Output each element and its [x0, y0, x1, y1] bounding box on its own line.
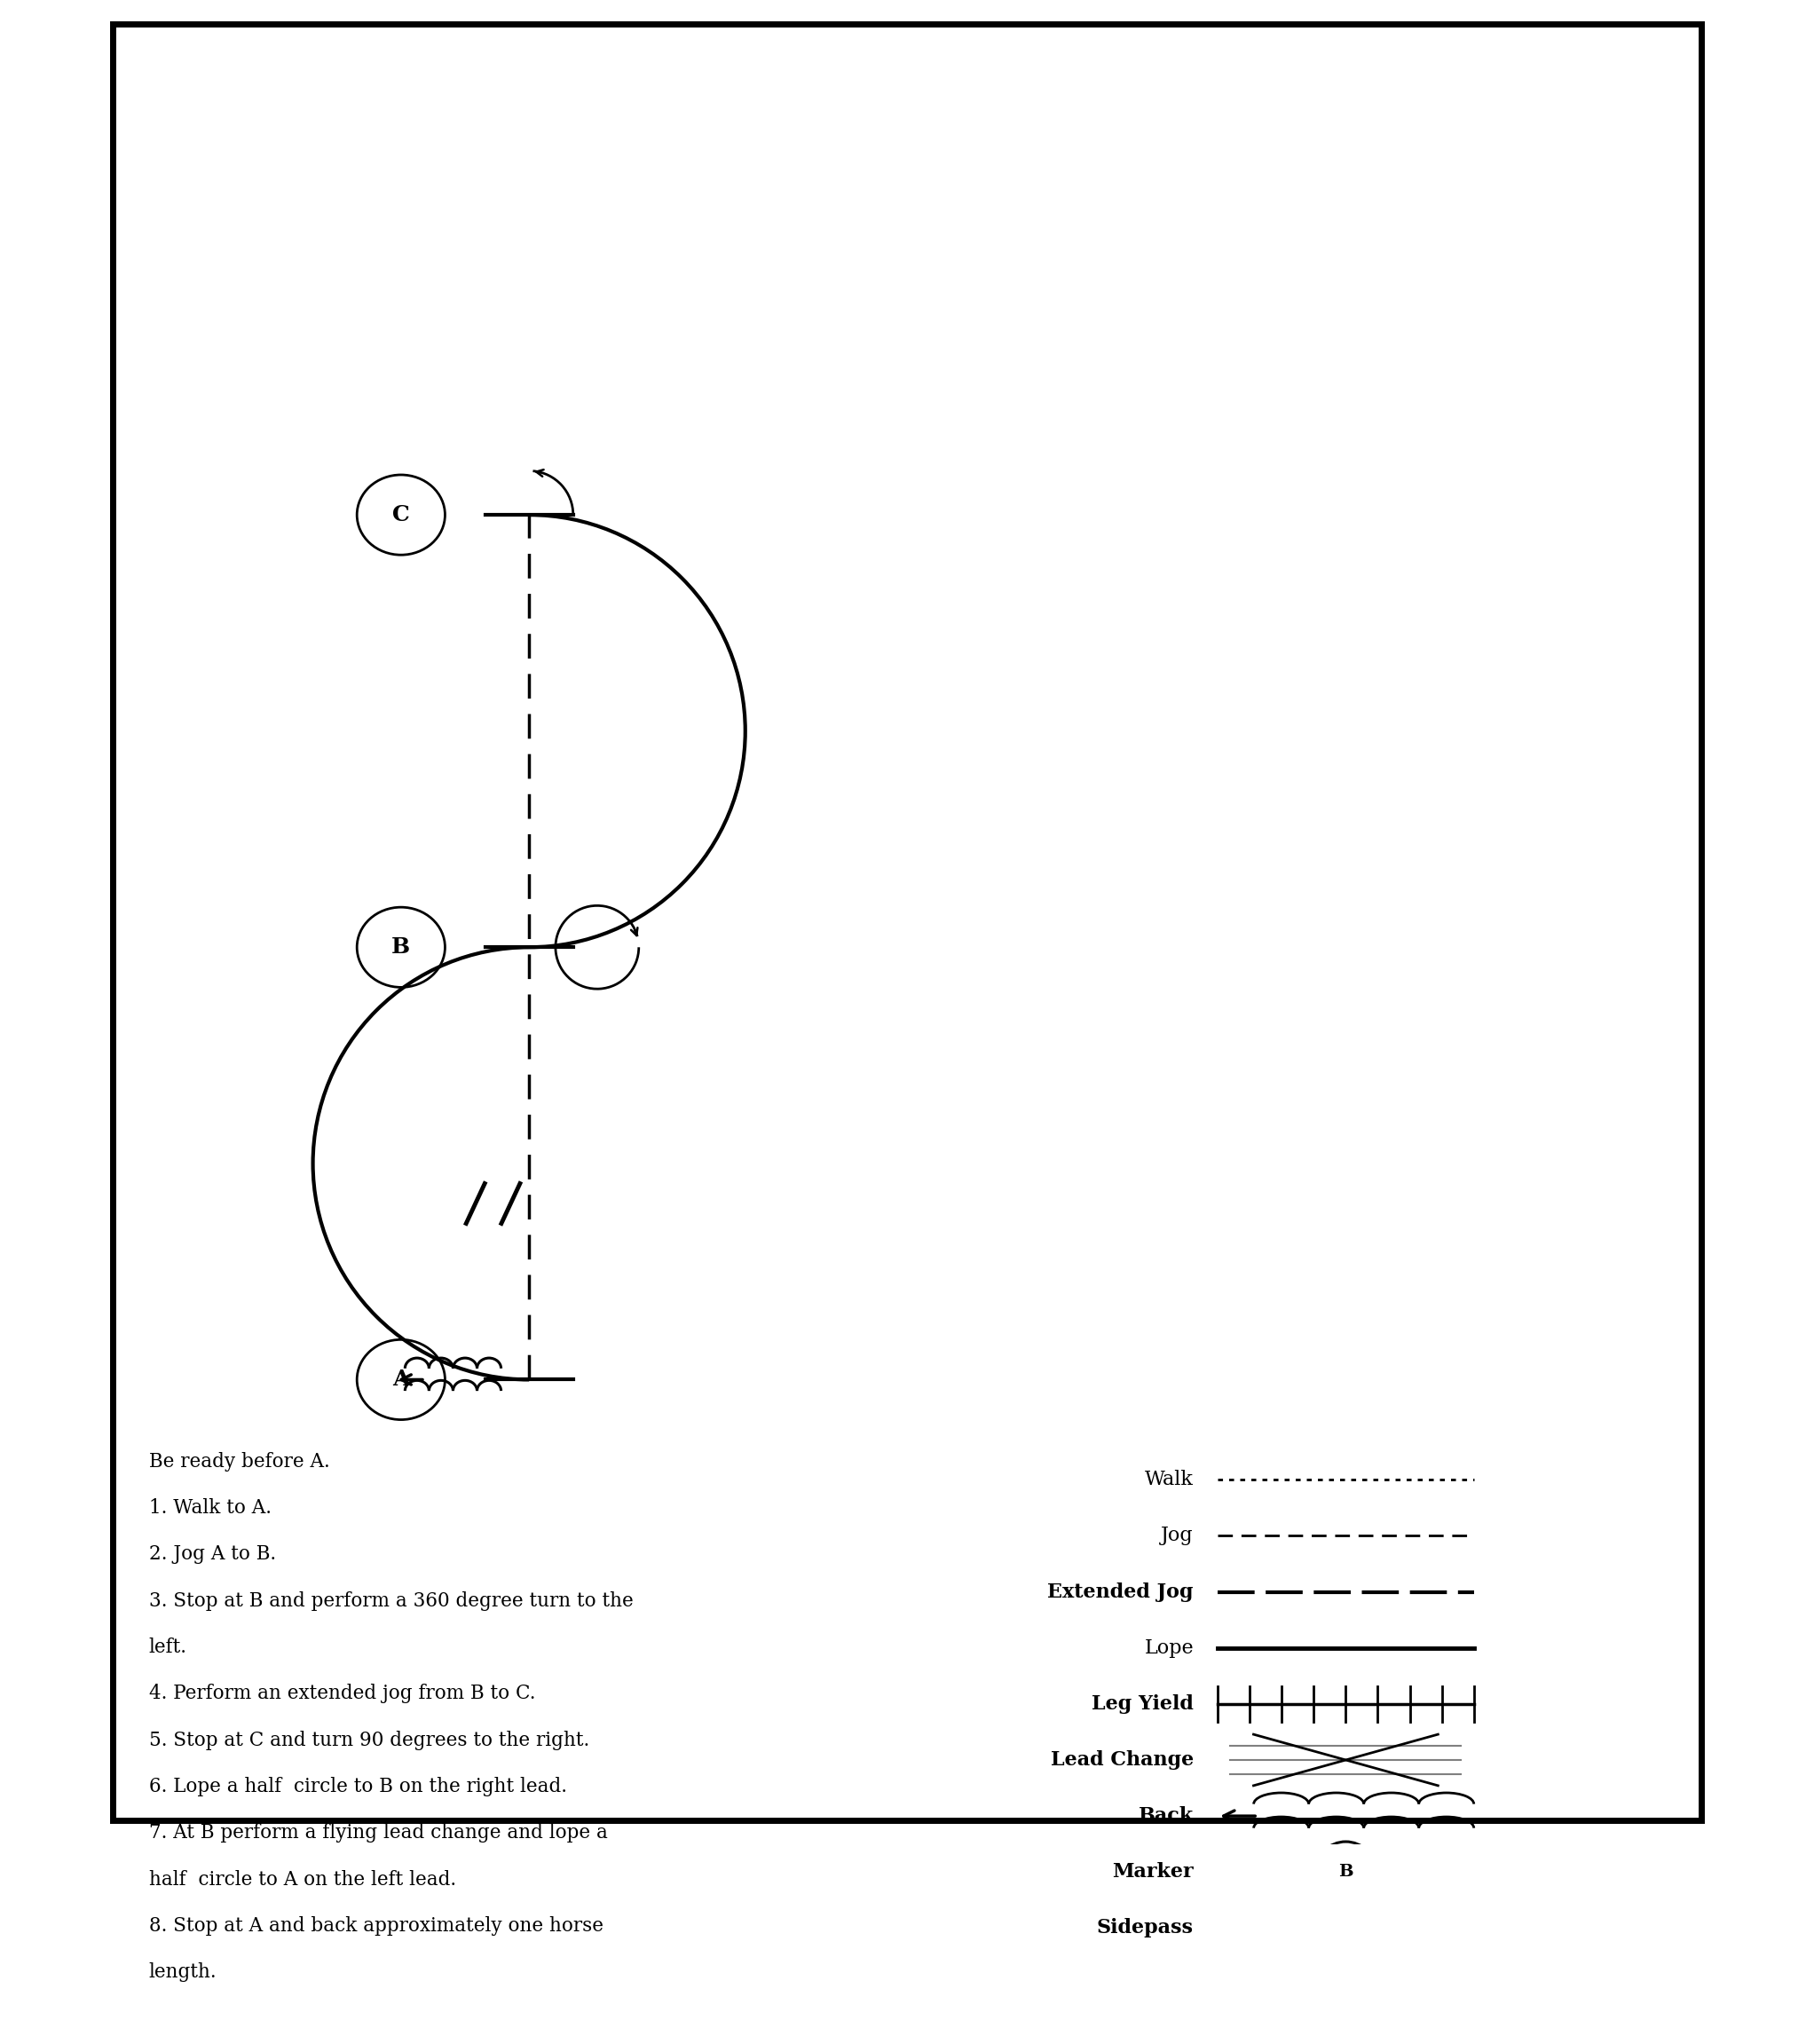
Text: 1. Walk to A.: 1. Walk to A. — [149, 1498, 272, 1519]
Text: A: A — [392, 1369, 410, 1390]
Text: 7. At B perform a flying lead change and lope a: 7. At B perform a flying lead change and… — [149, 1823, 608, 1844]
Text: Lead Change: Lead Change — [1050, 1750, 1194, 1770]
Text: 2. Jog A to B.: 2. Jog A to B. — [149, 1545, 276, 1564]
Text: B: B — [392, 936, 410, 959]
FancyArrow shape — [1214, 1913, 1241, 1942]
Text: 5. Stop at C and turn 90 degrees to the right.: 5. Stop at C and turn 90 degrees to the … — [149, 1731, 590, 1750]
Text: Marker: Marker — [1112, 1862, 1194, 1883]
Text: Leg Yield: Leg Yield — [1092, 1694, 1194, 1713]
Text: 3. Stop at B and perform a 360 degree turn to the: 3. Stop at B and perform a 360 degree tu… — [149, 1590, 633, 1611]
Text: 6. Lope a half  circle to B on the right lead.: 6. Lope a half circle to B on the right … — [149, 1776, 566, 1797]
FancyArrow shape — [1473, 1913, 1504, 1942]
Text: Walk: Walk — [1145, 1470, 1194, 1490]
Text: left.: left. — [149, 1637, 187, 1658]
Text: Back: Back — [1139, 1807, 1194, 1825]
Text: Jog: Jog — [1161, 1527, 1194, 1545]
Text: B: B — [1339, 1864, 1353, 1880]
FancyBboxPatch shape — [112, 25, 1702, 1819]
Text: C: C — [392, 505, 410, 525]
Text: Be ready before A.: Be ready before A. — [149, 1451, 330, 1472]
Text: half  circle to A on the left lead.: half circle to A on the left lead. — [149, 1870, 455, 1889]
Text: Extended Jog: Extended Jog — [1048, 1582, 1194, 1602]
Text: Sidepass: Sidepass — [1097, 1919, 1194, 1938]
Text: Lope: Lope — [1145, 1637, 1194, 1658]
Text: 4. Perform an extended jog from B to C.: 4. Perform an extended jog from B to C. — [149, 1684, 535, 1703]
Text: 8. Stop at A and back approximately one horse: 8. Stop at A and back approximately one … — [149, 1915, 604, 1936]
Text: length.: length. — [149, 1962, 218, 1983]
